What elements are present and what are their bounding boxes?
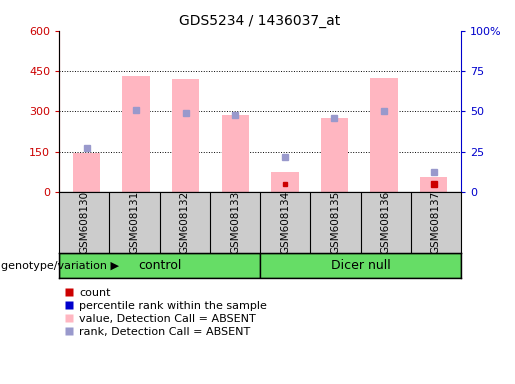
Title: GDS5234 / 1436037_at: GDS5234 / 1436037_at <box>179 14 341 28</box>
Text: GSM608134: GSM608134 <box>280 191 290 254</box>
Bar <box>172 79 199 192</box>
Text: genotype/variation ▶: genotype/variation ▶ <box>1 261 119 271</box>
Bar <box>123 76 150 192</box>
Bar <box>260 253 461 278</box>
Text: GSM608136: GSM608136 <box>381 191 390 254</box>
Bar <box>59 253 260 278</box>
Text: GSM608133: GSM608133 <box>230 191 240 254</box>
Text: GSM608132: GSM608132 <box>180 191 190 254</box>
Text: GSM608131: GSM608131 <box>130 191 140 254</box>
Legend: count, percentile rank within the sample, value, Detection Call = ABSENT, rank, : count, percentile rank within the sample… <box>65 288 267 336</box>
Text: control: control <box>138 260 181 272</box>
Bar <box>370 78 398 192</box>
Bar <box>420 177 448 192</box>
Text: GSM608137: GSM608137 <box>431 191 441 254</box>
Text: Dicer null: Dicer null <box>331 260 390 272</box>
Bar <box>73 153 100 192</box>
Bar <box>221 115 249 192</box>
Text: GSM608130: GSM608130 <box>79 191 89 254</box>
Text: GSM608135: GSM608135 <box>331 191 340 254</box>
Bar <box>271 172 299 192</box>
Bar <box>321 118 348 192</box>
